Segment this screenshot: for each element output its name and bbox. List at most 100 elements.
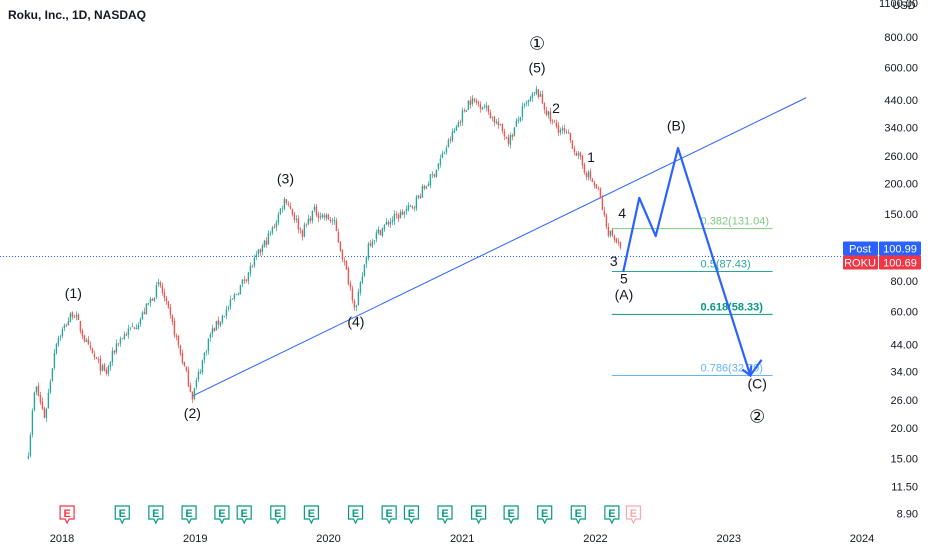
y-tick-label: 20.00 <box>890 423 918 435</box>
candle-body <box>91 348 94 354</box>
candle-body <box>447 140 450 148</box>
earnings-marker[interactable]: E <box>114 505 130 525</box>
candle-body <box>467 100 470 110</box>
candle-body <box>599 188 602 199</box>
candle-body <box>349 283 352 288</box>
candle-body <box>53 352 56 368</box>
earnings-marker[interactable]: E <box>347 505 364 525</box>
candle-body <box>609 230 612 236</box>
candle-body <box>207 338 210 351</box>
wave-label: 1 <box>587 149 595 165</box>
candle-body <box>295 218 298 220</box>
earnings-marker[interactable]: E <box>303 505 319 525</box>
candle-body <box>253 257 256 266</box>
earnings-marker[interactable]: E <box>214 505 230 525</box>
candle-body <box>95 357 98 359</box>
candle-body <box>227 307 230 309</box>
candle-body <box>89 345 92 348</box>
candle-body <box>611 229 614 236</box>
candle-body <box>245 279 248 281</box>
candle-body <box>329 219 332 222</box>
price-badge-label-bg <box>843 241 878 256</box>
candle-body <box>195 379 198 388</box>
x-tick-label: 2018 <box>50 533 74 545</box>
candle-body <box>619 242 622 248</box>
candle-body <box>429 174 432 186</box>
earnings-marker[interactable]: E <box>471 505 487 525</box>
y-tick-label: 340.00 <box>884 122 918 134</box>
candle-body <box>341 250 344 260</box>
chart-title: Roku, Inc., 1D, NASDAQ <box>8 8 146 22</box>
earnings-marker[interactable]: E <box>403 505 420 525</box>
candle-body <box>373 240 376 241</box>
x-tick-label: 2021 <box>450 533 474 545</box>
wave-label: (C) <box>747 375 766 391</box>
candle-body <box>615 238 618 243</box>
y-tick-label: 440.00 <box>884 95 918 107</box>
candle-body <box>85 339 88 343</box>
earnings-marker[interactable]: E <box>181 505 197 525</box>
candle-body <box>297 218 300 230</box>
candle-body <box>161 285 164 293</box>
candle-body <box>393 214 396 221</box>
candle-body <box>33 392 36 411</box>
x-tick-label: 2023 <box>716 533 740 545</box>
candle-body <box>259 249 262 253</box>
earnings-marker-letter: E <box>185 508 192 520</box>
earnings-marker[interactable]: E <box>570 505 586 525</box>
earnings-marker[interactable]: E <box>625 505 642 525</box>
candle-body <box>71 312 74 317</box>
candle-body <box>445 148 448 152</box>
earnings-marker[interactable]: E <box>148 505 164 525</box>
candle-body <box>97 359 100 361</box>
trendline[interactable] <box>192 97 807 397</box>
candle-body <box>215 321 218 331</box>
wave-label: (5) <box>528 60 545 76</box>
earnings-marker-letter: E <box>575 508 582 520</box>
y-tick-label: 1100.00 <box>879 0 918 10</box>
candle-body <box>347 268 350 285</box>
earnings-marker-shape <box>503 505 519 525</box>
candle-body <box>409 206 412 207</box>
y-tick-label: 26.00 <box>890 395 918 407</box>
earnings-marker[interactable]: E <box>236 505 252 525</box>
candle-body <box>355 305 358 308</box>
earnings-marker[interactable]: E <box>437 505 453 525</box>
earnings-marker-letter: E <box>241 508 248 520</box>
candle-body <box>273 227 276 228</box>
earnings-marker[interactable]: E <box>537 505 553 525</box>
wave-label: 3 <box>610 253 618 269</box>
earnings-marker-shape <box>148 505 164 525</box>
candle-body <box>391 220 394 222</box>
candle-body <box>555 122 558 127</box>
candle-body <box>45 408 48 418</box>
candle-body <box>359 282 362 293</box>
earnings-marker-letter: E <box>63 508 70 520</box>
x-tick-label: 2019 <box>183 533 207 545</box>
candle-body <box>503 131 506 137</box>
candle-body <box>537 89 540 97</box>
candle-body <box>307 218 310 224</box>
earnings-marker[interactable]: E <box>270 505 286 525</box>
y-tick-label: 150.00 <box>884 209 918 221</box>
candle-body <box>303 224 306 237</box>
candle-body <box>173 321 176 336</box>
candle-body <box>553 121 556 123</box>
earnings-marker[interactable]: E <box>59 505 75 525</box>
earnings-marker[interactable]: E <box>604 505 620 525</box>
earnings-marker-letter: E <box>385 508 392 520</box>
candle-body <box>213 328 216 332</box>
candle-body <box>497 121 500 126</box>
candle-body <box>289 205 292 209</box>
earnings-marker-shape <box>347 505 364 525</box>
candle-body <box>249 265 252 274</box>
price-badge-label: ROKU <box>844 257 876 269</box>
candle-body <box>479 104 482 109</box>
earnings-marker[interactable]: E <box>503 505 519 525</box>
candle-body <box>217 320 220 325</box>
projection-path[interactable] <box>622 147 763 377</box>
earnings-marker[interactable]: E <box>381 505 397 525</box>
candle-body <box>157 282 160 285</box>
